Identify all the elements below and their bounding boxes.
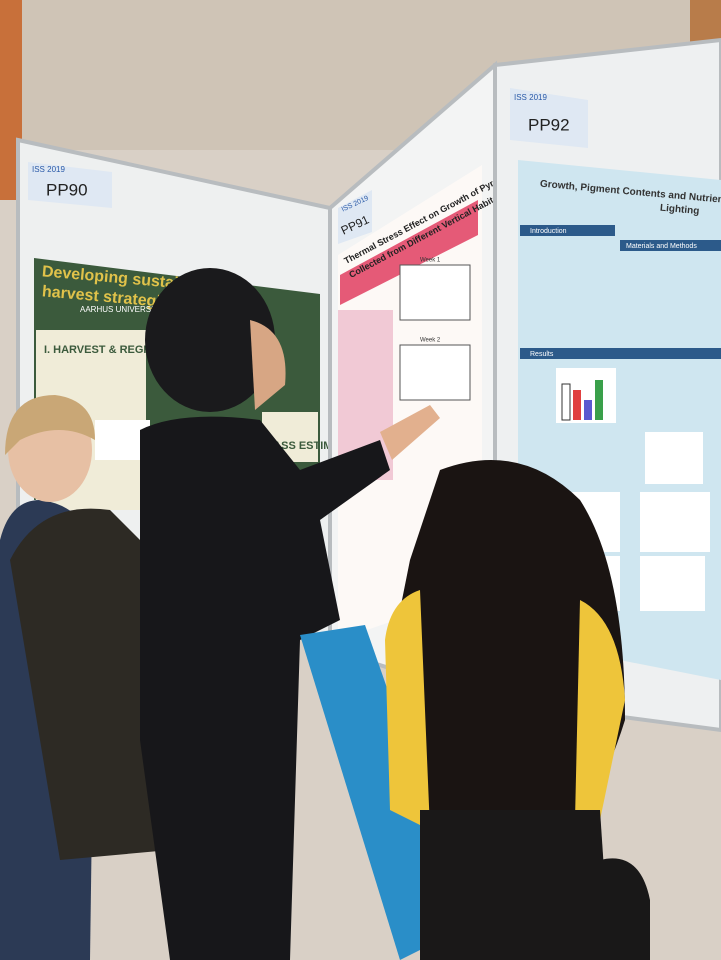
board-label xyxy=(338,190,372,244)
poster-bar xyxy=(595,380,603,420)
poster-bar xyxy=(573,390,581,420)
section-heading: Materials and Methods xyxy=(626,243,697,250)
sleeve xyxy=(385,590,430,830)
face xyxy=(250,320,286,410)
event-label: ISS 2019 xyxy=(514,93,547,102)
person-man xyxy=(140,416,390,960)
mini-chart xyxy=(399,344,471,401)
title-band xyxy=(340,200,478,305)
hair xyxy=(388,460,625,820)
arm xyxy=(380,405,440,460)
poster-bar xyxy=(584,400,592,420)
board-code: PP90 xyxy=(46,180,88,199)
institution: AARHUS UNIVERSITY xyxy=(80,305,164,314)
event-label: ISS 2019 xyxy=(32,165,65,174)
section-band xyxy=(520,225,615,236)
skirt xyxy=(420,810,610,960)
mini-chart xyxy=(399,264,471,321)
section-band xyxy=(520,348,721,359)
chart-label: Week 2 xyxy=(420,338,441,344)
backpack xyxy=(10,508,170,860)
poster-bar xyxy=(561,383,571,421)
mini-chart xyxy=(645,432,703,484)
board-code: PP92 xyxy=(528,115,570,134)
chart-label: Week 1 xyxy=(420,258,441,264)
board-label xyxy=(28,162,112,208)
handbag xyxy=(600,858,650,960)
sleeve xyxy=(575,600,625,820)
mini-chart xyxy=(640,556,705,611)
mini-chart xyxy=(640,492,710,552)
section-heading: Results xyxy=(530,351,554,358)
section-heading: Introduction xyxy=(530,228,567,235)
poster-subtitle: Lighting xyxy=(660,203,700,217)
hair xyxy=(5,395,95,455)
board-label xyxy=(510,88,588,148)
section-band xyxy=(620,240,721,251)
head xyxy=(145,268,275,412)
